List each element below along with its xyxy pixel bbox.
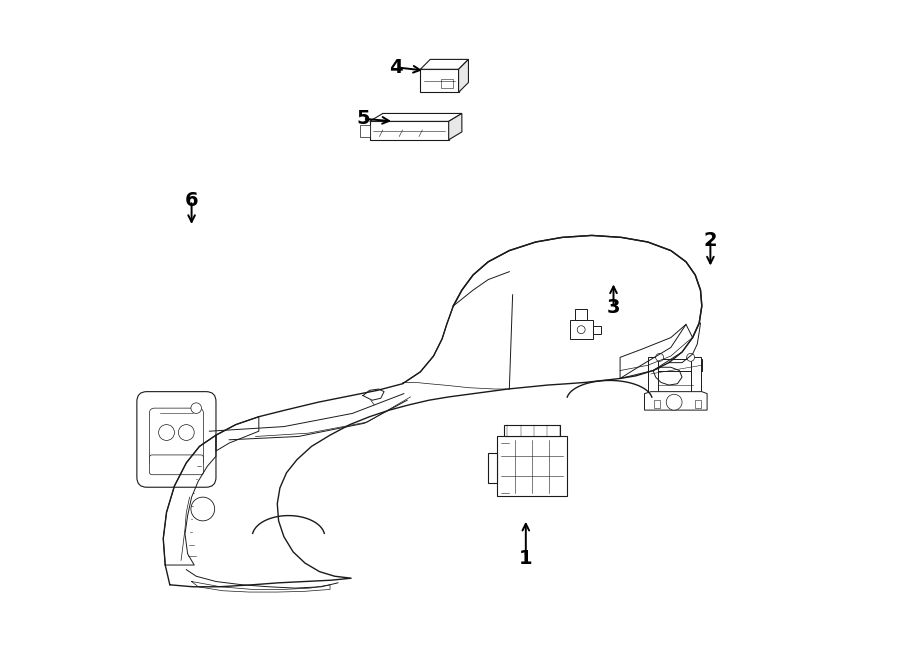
Text: 3: 3 <box>607 299 620 317</box>
Circle shape <box>577 326 585 334</box>
Circle shape <box>178 424 194 440</box>
Circle shape <box>656 354 663 361</box>
Text: 4: 4 <box>389 58 403 77</box>
Bar <box>654 401 660 408</box>
Bar <box>593 326 601 334</box>
Bar <box>648 357 658 397</box>
Polygon shape <box>644 392 707 410</box>
Text: 1: 1 <box>519 549 533 568</box>
Circle shape <box>666 395 682 410</box>
FancyBboxPatch shape <box>149 408 203 466</box>
Bar <box>441 79 454 89</box>
Bar <box>488 453 498 483</box>
Bar <box>695 401 700 408</box>
Circle shape <box>158 424 175 440</box>
Bar <box>575 308 587 320</box>
Bar <box>420 70 459 93</box>
Bar <box>498 436 567 496</box>
Bar <box>504 424 560 436</box>
Bar <box>360 124 370 136</box>
Bar <box>370 121 449 140</box>
Polygon shape <box>449 113 462 140</box>
Polygon shape <box>459 60 469 93</box>
FancyBboxPatch shape <box>149 455 203 475</box>
Bar <box>570 320 593 339</box>
Bar <box>691 357 701 397</box>
Text: 6: 6 <box>184 191 198 210</box>
Circle shape <box>191 403 202 413</box>
Circle shape <box>687 354 695 361</box>
FancyBboxPatch shape <box>137 392 216 487</box>
Text: 5: 5 <box>356 109 370 128</box>
Text: 2: 2 <box>704 230 717 250</box>
Polygon shape <box>420 60 469 70</box>
Bar <box>648 359 702 371</box>
Polygon shape <box>370 113 462 121</box>
